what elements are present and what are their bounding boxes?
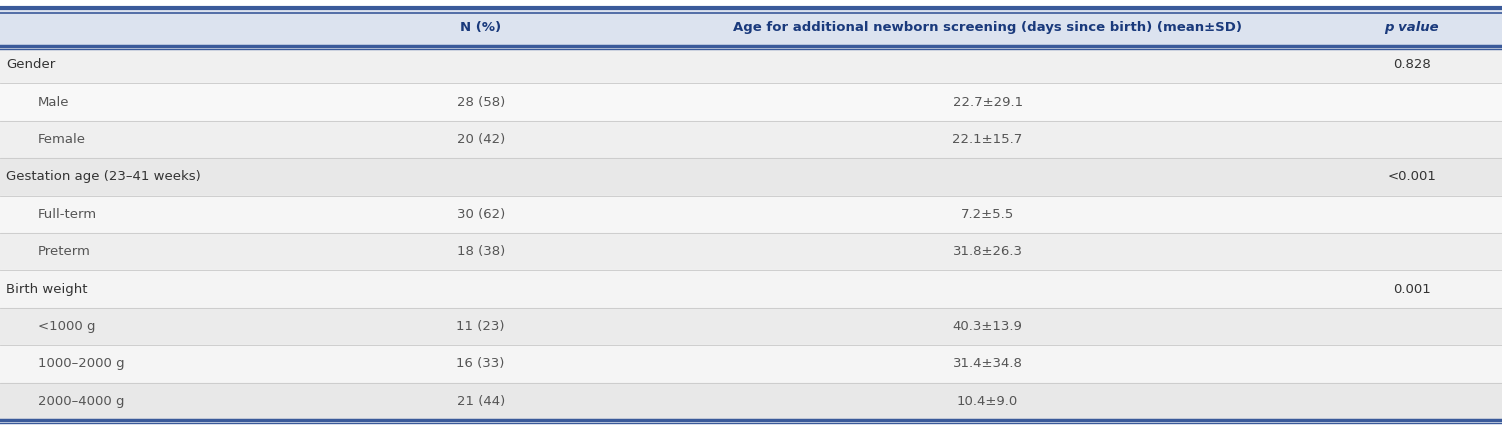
Text: 2000–4000 g: 2000–4000 g <box>38 395 125 408</box>
Bar <box>0 308 1502 345</box>
Text: Gestation age (23–41 weeks): Gestation age (23–41 weeks) <box>6 170 201 184</box>
Text: Female: Female <box>38 133 86 146</box>
Text: 40.3±13.9: 40.3±13.9 <box>952 320 1023 333</box>
Text: 0.001: 0.001 <box>1392 283 1431 295</box>
Text: 0.828: 0.828 <box>1392 58 1431 71</box>
Bar <box>0 46 1502 83</box>
Text: 16 (33): 16 (33) <box>457 357 505 370</box>
Text: 30 (62): 30 (62) <box>457 208 505 221</box>
Text: <0.001: <0.001 <box>1388 170 1436 184</box>
Text: N (%): N (%) <box>460 21 502 34</box>
Text: Age for additional newborn screening (days since birth) (mean±SD): Age for additional newborn screening (da… <box>733 21 1242 34</box>
Bar <box>0 383 1502 420</box>
Text: 28 (58): 28 (58) <box>457 95 505 109</box>
Text: Full-term: Full-term <box>38 208 96 221</box>
Text: 18 (38): 18 (38) <box>457 245 505 258</box>
Text: Birth weight: Birth weight <box>6 283 87 295</box>
Text: p value: p value <box>1385 21 1439 34</box>
Text: 1000–2000 g: 1000–2000 g <box>38 357 125 370</box>
Bar <box>0 233 1502 270</box>
Text: 10.4±9.0: 10.4±9.0 <box>957 395 1018 408</box>
Text: <1000 g: <1000 g <box>38 320 95 333</box>
Text: Gender: Gender <box>6 58 56 71</box>
Text: 22.7±29.1: 22.7±29.1 <box>952 95 1023 109</box>
Text: 21 (44): 21 (44) <box>457 395 505 408</box>
Bar <box>0 83 1502 121</box>
Text: 20 (42): 20 (42) <box>457 133 505 146</box>
Bar <box>0 8 1502 46</box>
Bar <box>0 158 1502 196</box>
Text: 31.4±34.8: 31.4±34.8 <box>952 357 1023 370</box>
Bar <box>0 345 1502 383</box>
Text: Preterm: Preterm <box>38 245 90 258</box>
Text: 11 (23): 11 (23) <box>457 320 505 333</box>
Bar <box>0 121 1502 158</box>
Text: 7.2±5.5: 7.2±5.5 <box>961 208 1014 221</box>
Bar <box>0 270 1502 308</box>
Bar <box>0 196 1502 233</box>
Text: 22.1±15.7: 22.1±15.7 <box>952 133 1023 146</box>
Text: Male: Male <box>38 95 69 109</box>
Text: 31.8±26.3: 31.8±26.3 <box>952 245 1023 258</box>
